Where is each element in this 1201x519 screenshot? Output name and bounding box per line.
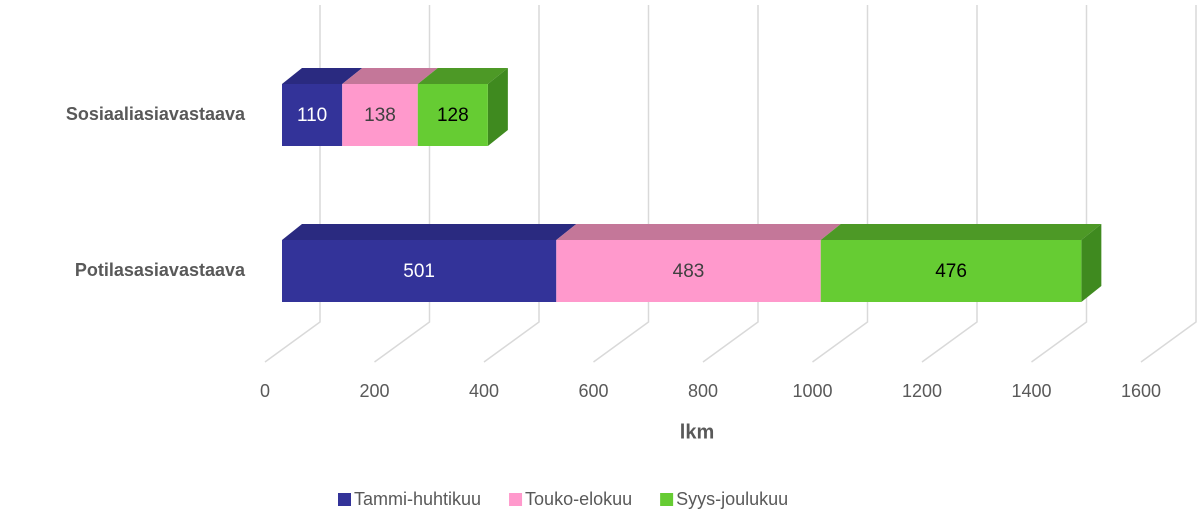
y-tick-label: Sosiaaliasiavastaava — [66, 104, 246, 124]
data-label: 128 — [437, 105, 469, 126]
bar — [282, 240, 557, 302]
x-tick-label: 1000 — [792, 381, 832, 401]
legend-label: Syys-joulukuu — [676, 489, 788, 509]
data-label: 483 — [673, 261, 705, 282]
x-tick-label: 1200 — [902, 381, 942, 401]
x-tick-label: 800 — [688, 381, 718, 401]
bar-top — [342, 68, 438, 84]
grid-line — [483, 5, 540, 363]
data-label: 110 — [297, 105, 327, 126]
data-label: 476 — [935, 261, 967, 282]
bar-side — [487, 68, 508, 146]
bar-top — [417, 68, 508, 84]
x-tick-label: 600 — [578, 381, 608, 401]
legend-swatch — [509, 493, 523, 506]
bar-top — [282, 68, 363, 84]
legend-swatch — [338, 493, 351, 506]
grid-line — [812, 5, 869, 363]
x-tick-label: 400 — [469, 381, 499, 401]
legend-swatch — [660, 493, 674, 506]
grid-line — [1031, 5, 1088, 363]
legend-label: Tammi-huhtikuu — [354, 489, 481, 509]
data-label: 501 — [403, 261, 435, 282]
bar-top — [282, 224, 577, 240]
bar — [417, 84, 488, 146]
y-tick-label: Potilasasiavastaava — [75, 260, 246, 280]
x-tick-label: 1400 — [1011, 381, 1051, 401]
grid-line — [264, 5, 321, 363]
legend-label: Touko-elokuu — [525, 489, 632, 509]
bar-side — [1081, 224, 1102, 302]
bar — [342, 84, 418, 146]
grid-line — [374, 5, 431, 363]
grid-line — [1140, 5, 1197, 363]
grid-line — [702, 5, 759, 363]
x-axis-title: lkm — [680, 421, 714, 443]
bar — [820, 240, 1082, 302]
bar — [556, 240, 821, 302]
x-tick-label: 0 — [260, 381, 270, 401]
x-tick-label: 1600 — [1121, 381, 1161, 401]
grid-line — [921, 5, 978, 363]
x-tick-label: 200 — [359, 381, 389, 401]
bar — [282, 84, 343, 146]
bar-top — [556, 224, 841, 240]
grid-line — [593, 5, 650, 363]
data-label: 138 — [364, 105, 396, 126]
bar-top — [820, 224, 1102, 240]
